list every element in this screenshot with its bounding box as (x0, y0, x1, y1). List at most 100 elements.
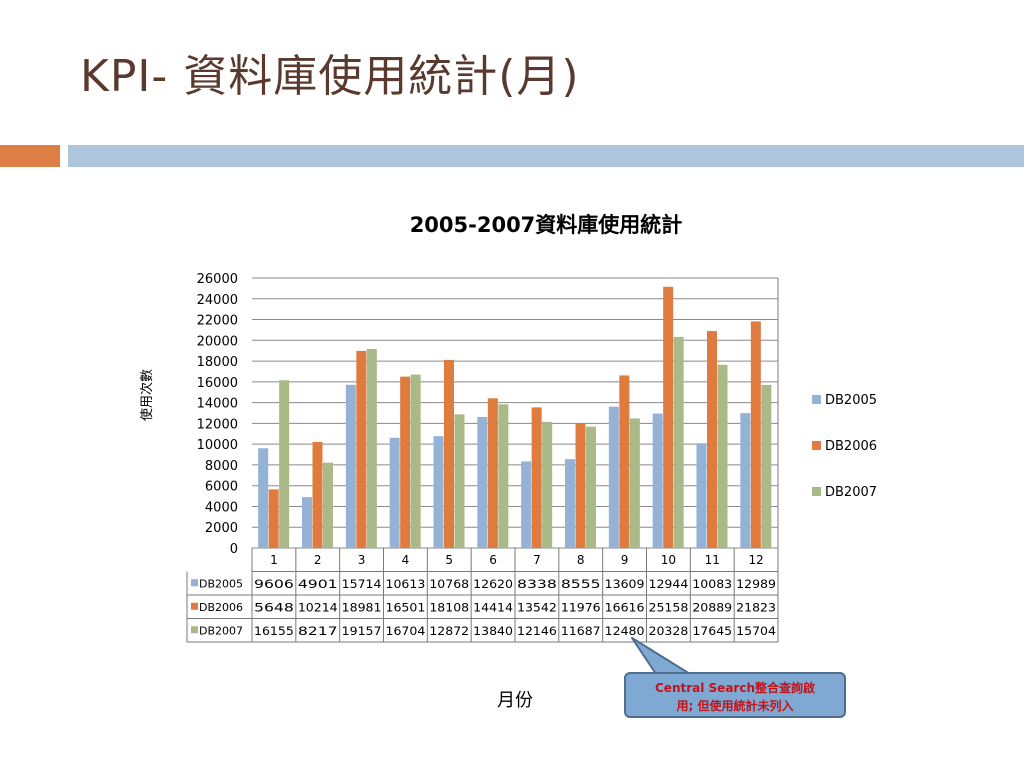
data-label: 18981 (342, 600, 382, 614)
accent-bar-orange (0, 145, 60, 167)
x-tick-label: 6 (489, 553, 497, 567)
data-label: 12620 (473, 577, 513, 591)
data-label: 10613 (386, 577, 426, 591)
legend-item: DB2007 (825, 485, 877, 500)
x-tick-label: 5 (445, 553, 453, 567)
data-label: 8555 (561, 577, 601, 591)
table-legend-key (191, 626, 198, 634)
x-tick-label: 10 (661, 553, 676, 567)
bar-DB2006-7 (531, 407, 542, 548)
bar-DB2007-8 (586, 426, 596, 548)
data-label: 4901 (298, 577, 338, 591)
bar-DB2006-1 (268, 489, 279, 548)
bar-DB2006-3 (356, 350, 367, 548)
table-series-label: DB2006 (199, 601, 243, 614)
data-label: 11687 (561, 624, 601, 638)
y-tick-label: 16000 (197, 376, 238, 391)
legend-swatch (812, 487, 821, 496)
y-axis-label: 使用次數 (139, 369, 155, 421)
y-tick-label: 12000 (197, 417, 238, 432)
data-label: 10214 (298, 600, 338, 614)
data-label: 18108 (429, 600, 469, 614)
y-tick-label: 22000 (197, 314, 238, 329)
bar-DB2006-2 (312, 441, 323, 548)
data-label: 16704 (386, 624, 426, 638)
legend-swatch (812, 395, 821, 404)
y-tick-label: 18000 (197, 355, 238, 370)
y-tick-label: 0 (230, 542, 238, 557)
data-label: 8338 (517, 577, 557, 591)
bar-DB2006-5 (444, 359, 454, 548)
data-label: 8217 (298, 624, 338, 638)
bar-DB2005-8 (565, 459, 575, 548)
bar-DB2005-11 (696, 443, 707, 548)
data-label: 20889 (692, 600, 732, 614)
data-label: 14414 (473, 600, 513, 614)
table-series-label: DB2007 (199, 624, 243, 637)
data-label: 20328 (649, 624, 689, 638)
bar-DB2007-3 (366, 349, 377, 548)
x-tick-label: 9 (621, 553, 629, 567)
data-label: 12944 (649, 577, 689, 591)
table-legend-key (191, 579, 198, 587)
x-tick-label: 3 (358, 553, 366, 567)
bar-DB2006-10 (663, 286, 674, 548)
accent-bar-blue (68, 145, 1024, 167)
bar-DB2007-11 (717, 364, 728, 548)
data-label: 12146 (517, 624, 557, 638)
bar-DB2007-7 (542, 421, 553, 548)
data-label: 10083 (692, 577, 732, 591)
data-label: 16501 (386, 600, 426, 614)
bar-DB2005-6 (477, 416, 488, 548)
bar-DB2006-4 (400, 376, 411, 548)
x-tick-label: 1 (270, 553, 278, 567)
bar-DB2007-10 (673, 336, 684, 548)
callout-line-2: 用; 但使用統計未列入 (676, 699, 794, 713)
bar-DB2005-5 (433, 436, 444, 548)
data-label: 12872 (429, 624, 469, 638)
bar-DB2006-6 (487, 398, 498, 548)
bar-DB2006-9 (619, 375, 630, 548)
data-label: 16616 (605, 600, 645, 614)
bar-DB2007-2 (323, 462, 333, 548)
x-tick-label: 11 (705, 553, 720, 567)
data-label: 11976 (561, 600, 601, 614)
bar-DB2007-6 (498, 404, 509, 548)
bar-DB2005-10 (652, 413, 663, 548)
x-tick-label: 7 (533, 553, 541, 567)
bar-DB2005-9 (608, 406, 619, 548)
chart-title: 2005-2007資料庫使用統計 (410, 213, 683, 237)
bar-DB2006-11 (707, 331, 717, 548)
y-tick-label: 10000 (197, 438, 238, 453)
callout-line-1: Central Search整合查詢啟 (655, 681, 815, 695)
data-label: 9606 (254, 577, 294, 591)
y-tick-label: 8000 (205, 459, 238, 474)
y-tick-label: 24000 (197, 293, 238, 308)
x-tick-label: 12 (748, 553, 763, 567)
data-label: 10768 (429, 577, 469, 591)
data-label: 15704 (736, 624, 776, 638)
slide-title: KPI- 資料庫使用統計(月) (80, 51, 580, 102)
x-tick-label: 8 (577, 553, 585, 567)
y-tick-label: 4000 (205, 500, 238, 515)
data-label: 12989 (736, 577, 776, 591)
data-label: 17645 (692, 624, 732, 638)
data-label: 19157 (342, 624, 382, 638)
y-tick-label: 26000 (197, 272, 238, 287)
bar-DB2005-1 (258, 448, 269, 548)
bar-DB2007-9 (629, 418, 640, 548)
data-label: 13609 (605, 577, 645, 591)
y-tick-label: 2000 (205, 521, 238, 536)
x-tick-label: 4 (402, 553, 410, 567)
bar-DB2007-4 (410, 374, 421, 548)
bar-DB2005-3 (345, 384, 356, 548)
legend-item: DB2005 (825, 393, 877, 408)
bar-DB2005-4 (389, 437, 400, 548)
bar-DB2006-12 (750, 321, 761, 548)
chart: 2005-2007資料庫使用統計 使用次數 月份 0 2000 4000 6000 80… (139, 213, 877, 711)
data-label: 16155 (254, 624, 294, 638)
y-tick-label: 20000 (197, 334, 238, 349)
data-label: 13542 (517, 600, 557, 614)
table-legend-key (191, 602, 198, 610)
bar-DB2007-12 (761, 384, 772, 548)
